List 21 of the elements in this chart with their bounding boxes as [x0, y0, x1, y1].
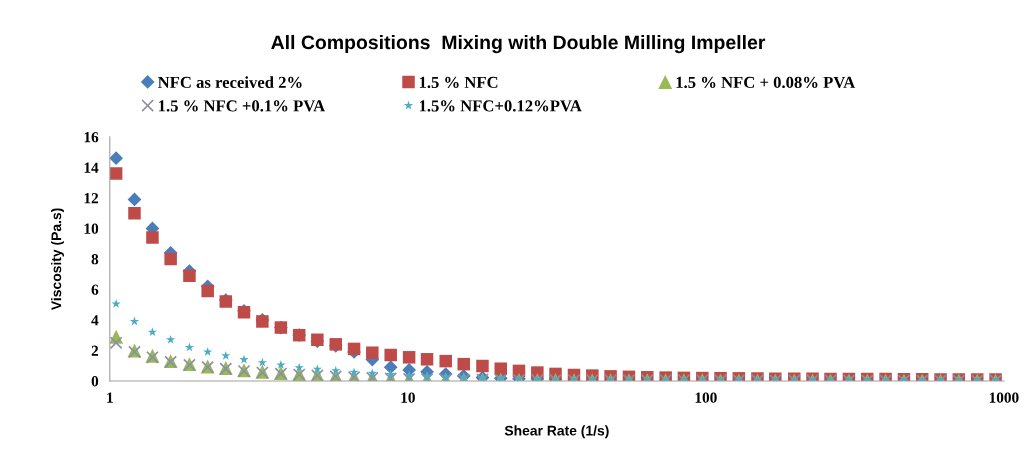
y-tick-label: 8 — [91, 254, 99, 265]
chart-title: All Compositions Mixing with Double Milling Impeller — [271, 34, 766, 54]
legend-label: NFC as received 2% — [157, 76, 302, 89]
y-tick-label: 4 — [91, 315, 99, 326]
y-tick-label: 2 — [91, 345, 99, 356]
legend-label: 1.5 % NFC +0.1% PVA — [158, 100, 326, 112]
legend-label: 1.5% NFC+0.12%PVA — [419, 100, 582, 112]
y-tick-label: 16 — [84, 132, 99, 143]
y-tick-label: 12 — [84, 193, 99, 204]
x-tick-label: 10 — [401, 392, 415, 403]
x-tick-label: 1 — [107, 392, 113, 403]
y-axis-title: Viscosity (Pa.s) — [51, 208, 64, 311]
y-tick-label: 6 — [91, 284, 99, 295]
y-tick-label: 10 — [84, 223, 99, 234]
y-tick-label: 0 — [91, 376, 99, 387]
legend-label: 1.5 % NFC + 0.08% PVA — [676, 76, 856, 89]
y-tick-label: 14 — [84, 162, 99, 173]
x-tick-label: 100 — [695, 392, 717, 403]
x-tick-label: 1000 — [989, 392, 1019, 403]
legend-label: 1.5 % NFC — [419, 76, 498, 89]
x-axis-title: Shear Rate (1/s) — [504, 425, 609, 439]
